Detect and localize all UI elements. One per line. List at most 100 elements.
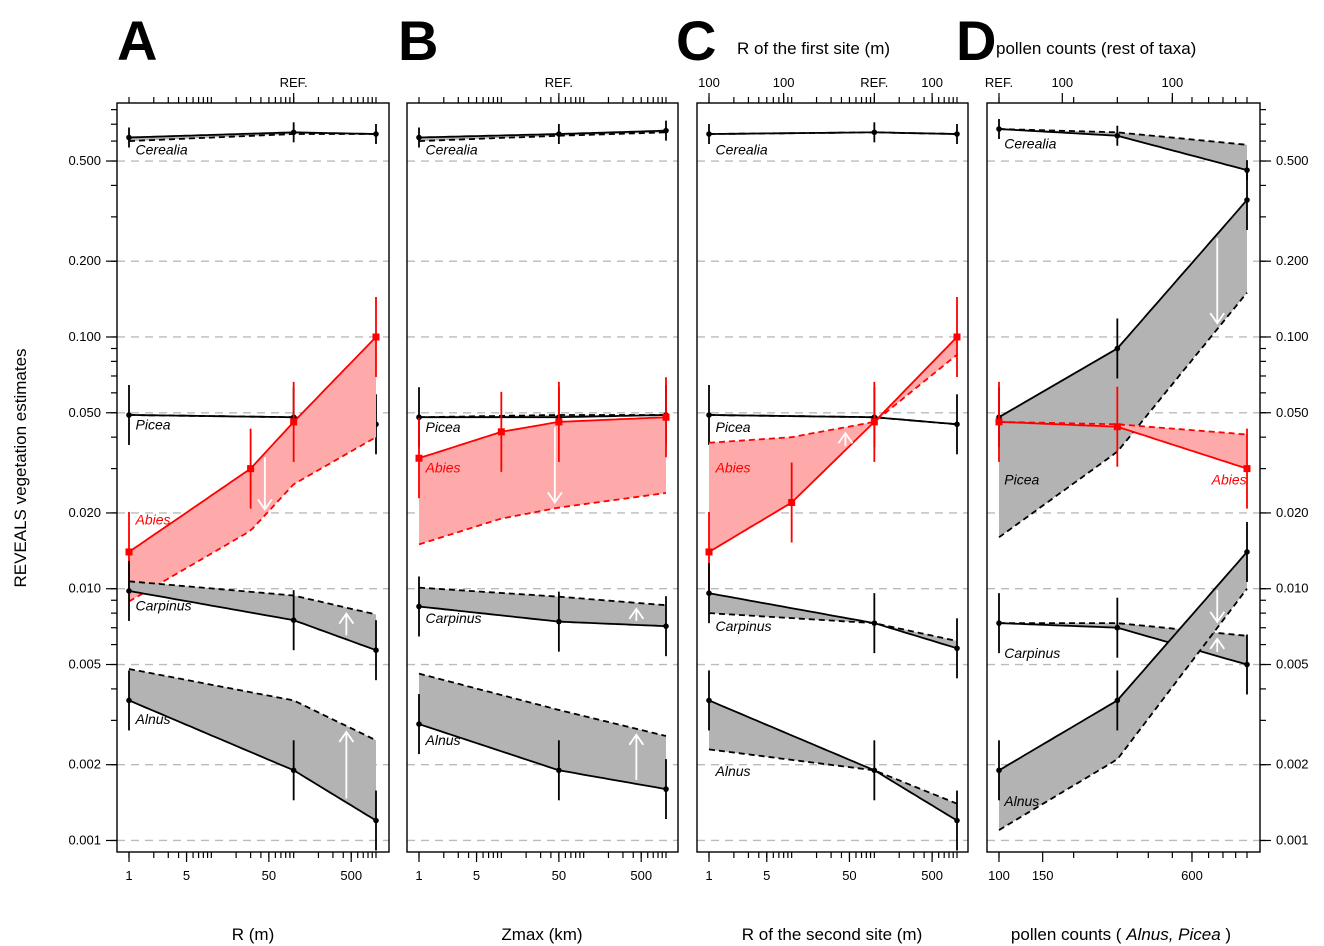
panel-a-carpinus-marker [290, 617, 297, 623]
y-tick-label-left: 0.100 [68, 329, 101, 344]
y-tick-label-right: 0.010 [1276, 581, 1309, 596]
panel-b-carpinus-dashed-line [418, 586, 667, 607]
panel-d-carpinus-solid-line [998, 622, 1248, 666]
panel-b-alnus-dashed-line [418, 672, 667, 737]
panel-c-abies-marker [953, 333, 961, 341]
panel-c-abies-arrowhead [837, 431, 854, 444]
panel-a-abies-label: Abies [135, 511, 171, 527]
panel-c-abies-marker [705, 548, 713, 556]
panel-b-abies-marker [415, 454, 423, 462]
panel-b-carpinus-marker [416, 603, 422, 610]
panel-c-xlabel: R of the second site (m) [742, 925, 922, 944]
panel-b-abies-band [419, 417, 666, 545]
panel-d-carpinus-dashed-line [999, 622, 1248, 637]
panel-d-top-tick-label: 100 [1051, 75, 1073, 90]
panel-d-xlabel-part-3: ) [1221, 925, 1231, 944]
panel-d-alnus-band [999, 551, 1247, 831]
panel-c-carpinus-marker [706, 590, 712, 596]
panel-c-top-tick-label: 100 [921, 75, 943, 90]
panel-c-alnus-marker [706, 697, 712, 704]
y-tick-label-right: 0.050 [1276, 405, 1309, 420]
panel-a-abies-marker [125, 548, 133, 556]
panel-d-abies-marker [1243, 465, 1251, 473]
panel-c-alnus-solid-line [708, 699, 958, 822]
panel-d-alnus-arrowhead [1209, 611, 1225, 624]
panel-c-x-tick-label: 50 [842, 868, 856, 883]
panel-c-alnus-band [709, 700, 957, 821]
panel-b-abies-marker [662, 413, 670, 421]
panel-c-abies-solid-line [708, 336, 958, 553]
panel-d-abies-marker [1113, 423, 1121, 431]
y-tick-label-right: 0.002 [1276, 757, 1309, 772]
panel-d-xlabel: pollen counts ( Alnus, Picea ) [1011, 925, 1231, 944]
panel-d-carpinus-marker [996, 620, 1002, 626]
panel-b-cerealia-solid-line [418, 129, 667, 139]
panel-b-cerealia-marker [556, 131, 562, 137]
panel-b-picea-solid-line [419, 414, 667, 419]
panel-c-picea-marker [954, 421, 960, 428]
panel-b-alnus-marker [416, 721, 422, 727]
panel-c-x-tick-label: 1 [705, 868, 712, 883]
y-tick-label-right: 0.005 [1276, 657, 1309, 672]
panel-a-carpinus-marker [373, 647, 379, 653]
y-tick-label-right: 0.001 [1276, 832, 1309, 847]
panel-c-top-tick-label: REF. [860, 75, 888, 90]
panel-d-frame [986, 102, 1261, 853]
panel-d-carpinus-marker [1244, 661, 1250, 668]
panel-c-abies-label: Abies [715, 459, 751, 475]
y-tick-label-left: 0.020 [68, 505, 101, 520]
panel-a-carpinus-marker [126, 588, 132, 594]
panel-b-abies-label: Abies [425, 459, 461, 475]
panel-d-cerealia-marker [996, 126, 1002, 132]
panel-d-cerealia-label: Cerealia [1004, 136, 1056, 152]
panel-a-x-tick-label: 500 [340, 868, 362, 883]
panel-a-x-tick-label: 50 [262, 868, 276, 883]
panel-b-picea-marker [416, 414, 422, 421]
panel-a: A R (m) Cerealia Picea Abies Carpinus Alnus 1… [116, 9, 390, 944]
panel-a-picea-marker [126, 412, 132, 418]
panel-a-alnus-marker [126, 697, 132, 704]
panel-b-cerealia-label: Cerealia [426, 142, 478, 158]
panel-c-abies-marker [870, 418, 878, 426]
panel-a-alnus-label: Alnus [135, 711, 171, 727]
panel-d-x-tick-label: 600 [1181, 868, 1203, 883]
panel-a-carpinus-label: Carpinus [136, 597, 192, 613]
panel-b-carpinus-solid-line [418, 605, 667, 628]
panel-d-top-tick-label: 100 [1161, 75, 1183, 90]
panel-c-top-title: R of the first site (m) [737, 39, 890, 58]
panel-b-alnus-marker [556, 767, 562, 774]
panel-c-alnus-dashed-line [708, 748, 958, 805]
panel-d-carpinus-arrowhead [1209, 637, 1225, 650]
panel-d-cerealia-marker [1114, 132, 1121, 139]
panel-c-cerealia-label: Cerealia [716, 142, 768, 158]
y-axis-right: 0.001 0.002 0.005 0.010 0.020 0.050 0.100 0.200… [1260, 109, 1309, 847]
panel-b-cerealia-marker [416, 134, 422, 141]
panel-c-carpinus-label: Carpinus [716, 618, 772, 634]
panel-b-alnus-solid-line [418, 723, 667, 790]
panel-a-abies-marker [372, 333, 380, 341]
panel-a-cerealia-label: Cerealia [136, 142, 188, 158]
panel-d-alnus-marker [1244, 549, 1250, 555]
panel-a-xlabel: R (m) [232, 925, 274, 944]
panel-d-carpinus-marker [1114, 624, 1121, 631]
panel-b-abies-marker [555, 418, 563, 426]
panel-b-alnus-band [419, 673, 666, 790]
panel-b-picea-label: Picea [426, 419, 461, 435]
panel-d-alnus-marker [996, 767, 1002, 774]
panel-d-top-title: pollen counts (rest of taxa) [996, 39, 1196, 58]
panel-a-picea-label: Picea [136, 416, 171, 432]
panel-c-frame [696, 102, 969, 853]
panel-b-alnus-arrowhead [628, 733, 645, 746]
panel-b-carpinus-label: Carpinus [426, 610, 482, 626]
panel-b-carpinus-marker [663, 623, 669, 629]
panel-a-cerealia-marker [373, 131, 379, 137]
panel-d-top-tick-label: REF. [985, 75, 1013, 90]
panel-a-abies-dashed-line [128, 436, 377, 603]
y-tick-label-right: 0.020 [1276, 505, 1309, 520]
panel-c-abies-marker [788, 499, 796, 507]
panel-b-x-tick-label: 5 [473, 868, 480, 883]
panel-a-carpinus-arrowhead [338, 612, 355, 625]
panel-d-xlabel-part-2: Alnus, Picea [1125, 925, 1221, 944]
panel-a-abies-arrowhead [257, 498, 273, 511]
